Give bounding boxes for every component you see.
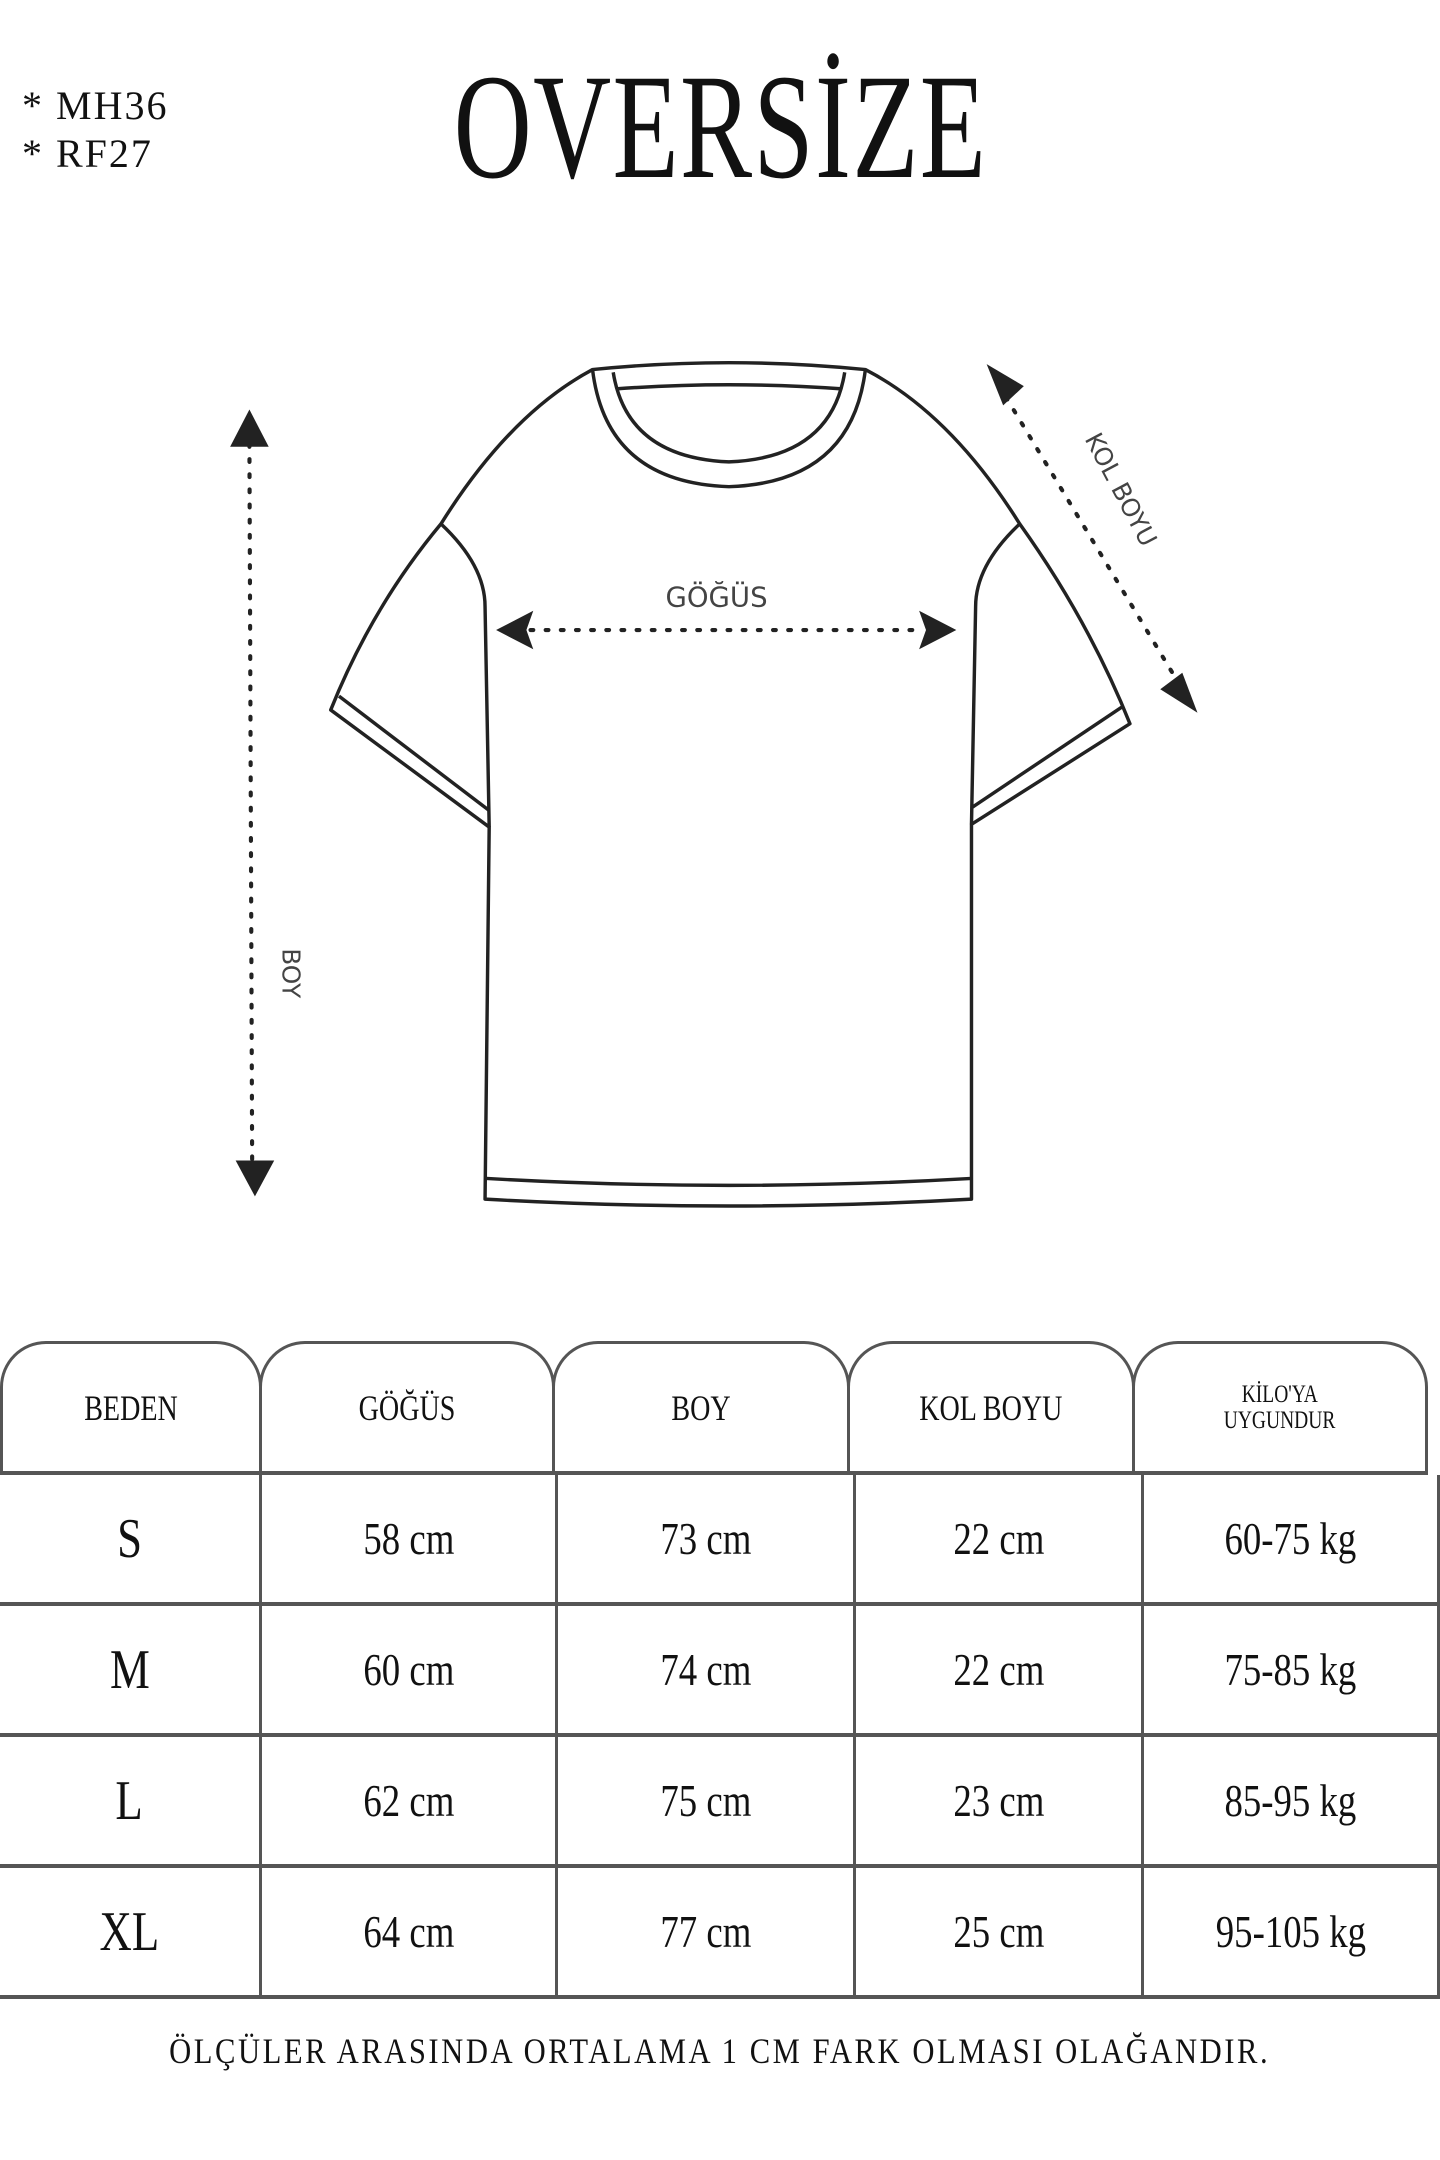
cell-chest-text: 58 cm [363, 1513, 454, 1564]
code-1: * MH36 [22, 83, 169, 128]
cell-weight-text: 75-85 kg [1224, 1644, 1357, 1695]
arrow-up-icon [230, 409, 269, 447]
cell-size: M [0, 1606, 262, 1737]
size-table: BEDEN GÖĞÜS BOY KOL BOYU KİLO'YA UYGUNDUR… [0, 1341, 1440, 1999]
cell-weight: 95-105 kg [1144, 1868, 1440, 1999]
cell-sleeve: 25 cm [856, 1868, 1144, 1999]
cell-size: L [0, 1737, 262, 1868]
table-row: M 60 cm 74 cm 22 cm 75-85 kg [0, 1606, 1440, 1737]
cell-sleeve: 22 cm [856, 1475, 1144, 1606]
cell-size-text: XL [99, 1900, 160, 1963]
cell-length-text: 75 cm [660, 1775, 751, 1826]
cell-chest-text: 64 cm [363, 1906, 454, 1957]
cell-size: XL [0, 1868, 262, 1999]
cell-weight-text: 60-75 kg [1224, 1513, 1357, 1564]
cell-sleeve: 22 cm [856, 1606, 1144, 1737]
table-header-row: BEDEN GÖĞÜS BOY KOL BOYU KİLO'YA UYGUNDUR [0, 1341, 1440, 1475]
cell-chest: 58 cm [262, 1475, 558, 1606]
header-chest: GÖĞÜS [259, 1341, 555, 1475]
cell-chest: 62 cm [262, 1737, 558, 1868]
footer-note: ÖLÇÜLER ARASINDA ORTALAMA 1 CM FARK OLMA… [169, 2031, 1271, 2071]
cell-chest: 60 cm [262, 1606, 558, 1737]
cell-length: 75 cm [558, 1737, 856, 1868]
cell-sleeve-text: 22 cm [953, 1513, 1044, 1564]
arrow-up-left-icon [986, 364, 1024, 406]
cell-length: 73 cm [558, 1475, 856, 1606]
cell-size-text: M [109, 1638, 150, 1701]
chest-label: GÖĞÜS [666, 580, 768, 614]
sleeve-label: KOL BOYU [1079, 428, 1163, 551]
product-codes: * MH36 * RF27 [22, 82, 168, 178]
header-size: BEDEN [0, 1341, 262, 1475]
cell-size-text: L [115, 1769, 144, 1832]
tshirt-diagram: GÖĞÜS BOY KOL BOYU [230, 360, 1198, 1208]
cell-sleeve-text: 25 cm [953, 1906, 1044, 1957]
cell-length-text: 74 cm [660, 1644, 751, 1695]
cell-chest: 64 cm [262, 1868, 558, 1999]
cell-length: 77 cm [558, 1868, 856, 1999]
cell-length-text: 73 cm [660, 1513, 751, 1564]
length-label: BOY [276, 948, 305, 999]
code-2: * RF27 [22, 131, 153, 176]
header-length: BOY [552, 1341, 850, 1475]
cell-weight: 85-95 kg [1144, 1737, 1440, 1868]
header-weight: KİLO'YA UYGUNDUR [1132, 1341, 1428, 1475]
arrow-right-icon [919, 610, 957, 650]
chest-arrow [496, 610, 957, 650]
arrow-down-icon [235, 1160, 275, 1197]
cell-weight-text: 95-105 kg [1215, 1906, 1366, 1957]
cell-weight: 60-75 kg [1144, 1475, 1440, 1606]
table-row: S 58 cm 73 cm 22 cm 60-75 kg [0, 1475, 1440, 1606]
length-arrow [230, 409, 275, 1197]
cell-sleeve-text: 22 cm [953, 1644, 1044, 1695]
page-title: OVERSİZE [453, 44, 987, 210]
cell-size-text: S [117, 1507, 142, 1570]
cell-size: S [0, 1475, 262, 1606]
cell-sleeve: 23 cm [856, 1737, 1144, 1868]
tshirt-outline [328, 360, 1132, 1208]
arrow-down-right-icon [1160, 672, 1198, 713]
cell-chest-text: 62 cm [363, 1775, 454, 1826]
cell-sleeve-text: 23 cm [953, 1775, 1044, 1826]
cell-weight-text: 85-95 kg [1224, 1775, 1357, 1826]
arrow-left-icon [496, 610, 534, 650]
sleeve-arrow [986, 364, 1198, 713]
table-row: L 62 cm 75 cm 23 cm 85-95 kg [0, 1737, 1440, 1868]
header-sleeve: KOL BOYU [847, 1341, 1135, 1475]
cell-length-text: 77 cm [660, 1906, 751, 1957]
cell-weight: 75-85 kg [1144, 1606, 1440, 1737]
table-row: XL 64 cm 77 cm 25 cm 95-105 kg [0, 1868, 1440, 1999]
cell-length: 74 cm [558, 1606, 856, 1737]
cell-chest-text: 60 cm [363, 1644, 454, 1695]
